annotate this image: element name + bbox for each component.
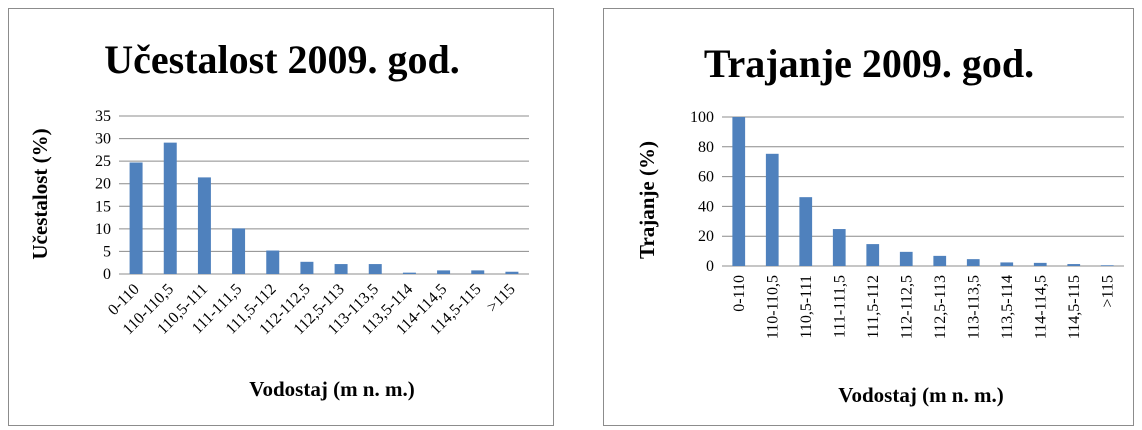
bar: [1000, 262, 1014, 266]
bar: [505, 271, 519, 274]
y-axis-label: Učestalost (%): [28, 128, 52, 259]
x-tick-label: 114-114,5: [1032, 275, 1049, 339]
bar: [1033, 262, 1047, 266]
y-gridlines: [119, 115, 529, 275]
y-tick-label: 20: [698, 228, 714, 245]
x-tick-label: >115: [1099, 275, 1116, 307]
y-tick-label: 15: [95, 198, 111, 215]
x-tick-labels: 0-110110-110,5110,5-111111-111,5111,5-11…: [105, 281, 519, 338]
y-tick-label: 25: [95, 153, 111, 170]
y-tick-labels: 0 20 40 60 80 100: [690, 109, 714, 275]
x-tick-label: 110,5-111: [798, 275, 815, 339]
chart-trajanje: Trajanje 2009. god. 0 20 40 60 80 100 0-110 11…: [635, 41, 1124, 407]
x-tick-label: 111-111,5: [831, 275, 848, 338]
bar: [334, 264, 348, 274]
x-tick-label: 0-110: [731, 275, 748, 312]
y-tick-label: 5: [103, 243, 111, 260]
y-tick-labels: 0 5 10 15 20 25 30 35: [95, 108, 111, 283]
y-tick-label: 35: [95, 108, 111, 125]
y-axis-label: Trajanje (%): [635, 141, 659, 259]
bars: [732, 117, 1114, 266]
y-tick-label: 20: [95, 176, 111, 193]
bar: [933, 255, 947, 266]
bar: [799, 197, 813, 266]
bar: [765, 153, 779, 266]
y-tick-label: 10: [95, 221, 111, 238]
x-tick-label: 110-110,5: [764, 275, 781, 339]
bar: [832, 229, 846, 266]
y-tick-label: 0: [103, 266, 111, 283]
chart-title: Trajanje 2009. god.: [704, 41, 1034, 86]
chart-ucestalost: Učestalost 2009. god. 0 5 10 15 20 25 30 35 0-1…: [28, 37, 529, 401]
bar: [266, 250, 280, 274]
x-axis-label: Vodostaj (m n. m.): [249, 377, 414, 401]
x-axis-label: Vodostaj (m n. m.): [838, 383, 1003, 407]
bar: [1067, 264, 1081, 266]
bars: [129, 142, 519, 274]
bar: [129, 162, 143, 274]
y-tick-label: 30: [95, 131, 111, 148]
x-tick-label: 111,5-112: [865, 275, 882, 339]
y-tick-label: 60: [698, 169, 714, 186]
x-tick-label: 113,5-114: [999, 275, 1016, 339]
y-tick-label: 80: [698, 139, 714, 156]
bar: [163, 142, 177, 274]
x-tick-label: >115: [484, 281, 519, 316]
y-tick-label: 100: [690, 109, 714, 126]
bar: [966, 259, 980, 266]
y-gridlines: [722, 116, 1124, 267]
y-tick-label: 0: [706, 258, 714, 275]
y-tick-label: 40: [698, 198, 714, 215]
bar: [402, 272, 416, 274]
bar: [1100, 265, 1114, 266]
bar: [899, 251, 913, 266]
x-tick-labels: 0-110 110-110,5 110,5-111 111-111,5 111,5-11…: [731, 275, 1117, 339]
x-tick-label: 114,5-115: [1066, 275, 1083, 339]
bar: [368, 264, 382, 274]
bar: [866, 244, 880, 266]
bar: [197, 177, 211, 274]
bar: [732, 117, 746, 266]
bar: [437, 270, 451, 274]
bar: [300, 261, 314, 274]
chart-panel-trajanje: Trajanje 2009. god. 0 20 40 60 80 100 0-110 11…: [603, 8, 1134, 426]
bar: [232, 228, 246, 274]
bar: [471, 270, 485, 274]
chart-title: Učestalost 2009. god.: [104, 37, 460, 82]
x-tick-label: 112,5-113: [932, 275, 949, 339]
x-tick-label: 112-112,5: [898, 275, 915, 339]
x-tick-label: 113-113,5: [965, 275, 982, 339]
chart-panel-ucestalost: Učestalost 2009. god. 0 5 10 15 20 25 30 35 0-1…: [8, 8, 554, 426]
